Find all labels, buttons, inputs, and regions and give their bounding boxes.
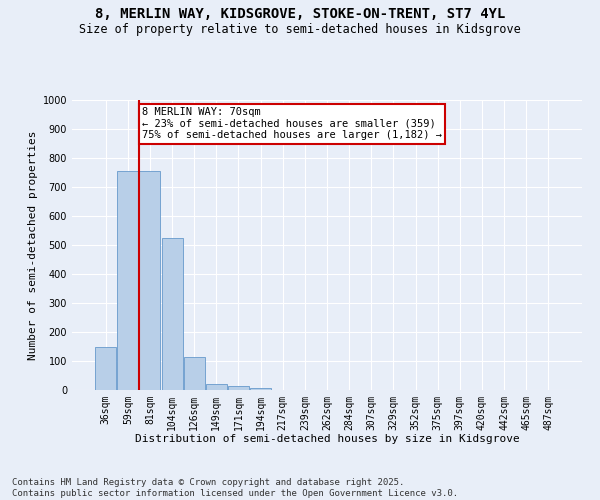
Bar bbox=[161, 238, 182, 390]
Text: Contains HM Land Registry data © Crown copyright and database right 2025.
Contai: Contains HM Land Registry data © Crown c… bbox=[12, 478, 458, 498]
Bar bbox=[184, 356, 205, 390]
Bar bbox=[139, 171, 160, 390]
Bar bbox=[250, 388, 271, 390]
Bar bbox=[95, 346, 116, 390]
Text: 8 MERLIN WAY: 70sqm
← 23% of semi-detached houses are smaller (359)
75% of semi-: 8 MERLIN WAY: 70sqm ← 23% of semi-detach… bbox=[142, 108, 442, 140]
Bar bbox=[206, 384, 227, 390]
Text: 8, MERLIN WAY, KIDSGROVE, STOKE-ON-TRENT, ST7 4YL: 8, MERLIN WAY, KIDSGROVE, STOKE-ON-TRENT… bbox=[95, 8, 505, 22]
Bar bbox=[118, 171, 139, 390]
Y-axis label: Number of semi-detached properties: Number of semi-detached properties bbox=[28, 130, 38, 360]
Bar bbox=[228, 386, 249, 390]
X-axis label: Distribution of semi-detached houses by size in Kidsgrove: Distribution of semi-detached houses by … bbox=[134, 434, 520, 444]
Text: Size of property relative to semi-detached houses in Kidsgrove: Size of property relative to semi-detach… bbox=[79, 22, 521, 36]
